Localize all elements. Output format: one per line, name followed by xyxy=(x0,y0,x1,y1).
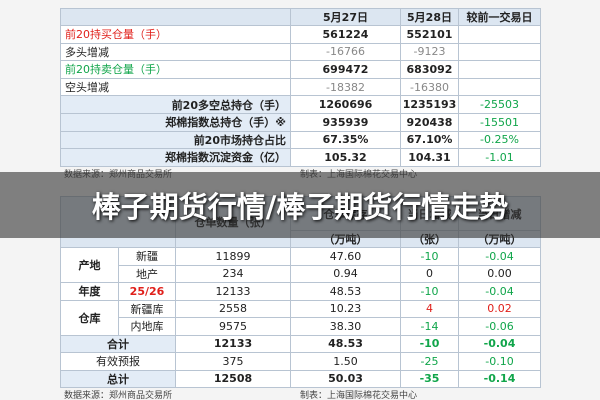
data-cell: -0.10 xyxy=(458,352,541,371)
data-cell: -0.04 xyxy=(458,282,541,301)
data-cell: -0.04 xyxy=(458,334,541,353)
row-label: 前20持卖仓量（手） xyxy=(60,60,291,79)
table-footer: 制表：上海国际棉花交易中心 xyxy=(300,391,418,400)
row-label: 25/26 xyxy=(118,282,176,301)
data-cell: -18382 xyxy=(290,77,401,97)
row-label: 前20持买仓量（手） xyxy=(60,25,291,44)
data-cell: 104.31 xyxy=(400,148,459,167)
data-cell: -15501 xyxy=(458,113,541,132)
data-cell: 67.10% xyxy=(400,130,459,150)
data-cell: -16766 xyxy=(290,42,401,62)
header-cell xyxy=(60,8,291,26)
column-header: 5月28日 xyxy=(400,8,459,26)
table-footer: 数据来源：郑州商品交易所 xyxy=(64,391,173,400)
data-cell: 12133 xyxy=(175,282,291,301)
column-header: 较前一交易日 xyxy=(458,8,541,26)
data-cell: 11899 xyxy=(175,247,291,266)
row-label: 前20市场持仓占比 xyxy=(60,130,291,150)
data-cell: -0.14 xyxy=(458,369,541,388)
data-cell: 699472 xyxy=(290,60,401,79)
data-cell: -16380 xyxy=(400,77,459,97)
data-cell: 1260696 xyxy=(290,95,401,114)
group-label: 仓库 xyxy=(60,299,119,336)
row-label: 内地库 xyxy=(118,317,176,336)
data-cell: 0.94 xyxy=(290,264,401,283)
data-cell: 12508 xyxy=(175,369,291,388)
data-cell: 920438 xyxy=(400,113,459,132)
data-cell: -9123 xyxy=(400,42,459,62)
data-cell: 47.60 xyxy=(290,247,401,266)
group-label: 产地 xyxy=(60,247,119,283)
data-cell xyxy=(458,42,541,62)
group-label: 年度 xyxy=(60,282,119,301)
data-cell: -10 xyxy=(400,247,459,266)
data-cell: 4 xyxy=(400,299,459,318)
data-cell: 683092 xyxy=(400,60,459,79)
column-header: 5月27日 xyxy=(290,8,401,26)
data-cell xyxy=(458,25,541,44)
data-cell: 935939 xyxy=(290,113,401,132)
data-cell: 0 xyxy=(400,264,459,283)
data-cell: 1.50 xyxy=(290,352,401,371)
data-cell xyxy=(458,77,541,97)
row-label: 地产 xyxy=(118,264,176,283)
row-label: 郑棉指数沉淀资金（亿） xyxy=(60,148,291,167)
data-cell: 234 xyxy=(175,264,291,283)
row-label: 新疆库 xyxy=(118,299,176,318)
data-cell: 9575 xyxy=(175,317,291,336)
data-cell: -10 xyxy=(400,334,459,353)
row-label: 新疆 xyxy=(118,247,176,266)
data-cell: -35 xyxy=(400,369,459,388)
row-label: 空头增减 xyxy=(60,77,291,97)
data-cell: -14 xyxy=(400,317,459,336)
data-cell: 50.03 xyxy=(290,369,401,388)
data-cell: 67.35% xyxy=(290,130,401,150)
data-cell: 0.02 xyxy=(458,299,541,318)
data-cell: 12133 xyxy=(175,334,291,353)
row-label: 前20多空总持仓（手） xyxy=(60,95,291,114)
data-cell: -0.04 xyxy=(458,247,541,266)
row-label: 郑棉指数总持仓（手）※ xyxy=(60,113,291,132)
data-cell: 48.53 xyxy=(290,334,401,353)
data-cell: 561224 xyxy=(290,25,401,44)
data-cell: -0.25% xyxy=(458,130,541,150)
data-cell: -0.06 xyxy=(458,317,541,336)
data-cell: 552101 xyxy=(400,25,459,44)
data-cell: 375 xyxy=(175,352,291,371)
data-cell: 105.32 xyxy=(290,148,401,167)
data-cell xyxy=(458,60,541,79)
data-cell: 0.00 xyxy=(458,264,541,283)
data-cell: -25503 xyxy=(458,95,541,114)
data-cell: -1.01 xyxy=(458,148,541,167)
data-cell: 1235193 xyxy=(400,95,459,114)
row-label: 合计 xyxy=(60,334,176,353)
data-cell: -10 xyxy=(400,282,459,301)
data-cell: 10.23 xyxy=(290,299,401,318)
data-cell: -25 xyxy=(400,352,459,371)
row-label: 多头增减 xyxy=(60,42,291,62)
row-label: 有效预报 xyxy=(60,352,176,371)
banner-title: 棒子期货行情/棒子期货行情走势 xyxy=(0,172,600,238)
data-cell: 38.30 xyxy=(290,317,401,336)
row-label: 总计 xyxy=(60,369,176,388)
data-cell: 48.53 xyxy=(290,282,401,301)
data-cell: 2558 xyxy=(175,299,291,318)
